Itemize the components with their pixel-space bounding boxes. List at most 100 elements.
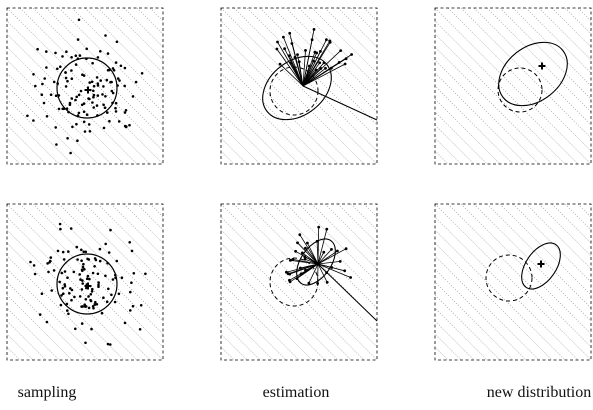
- hatch-line: [280, 204, 436, 360]
- hatch-line: [7, 59, 112, 164]
- hatch-line: [267, 8, 423, 164]
- sample-point: [86, 257, 89, 261]
- selected-point: [283, 47, 286, 51]
- hatch-line: [110, 204, 163, 257]
- sample-point: [131, 304, 135, 308]
- hatch-pattern: [7, 204, 436, 360]
- hatch-line: [7, 137, 34, 164]
- hatch-line: [189, 204, 345, 360]
- sample-point: [95, 303, 99, 306]
- hatch-line: [7, 242, 125, 360]
- sample-point: [116, 77, 120, 80]
- sample-point: [140, 72, 144, 75]
- selected-point: [316, 282, 319, 285]
- sample-point: [85, 113, 89, 116]
- sample-point: [110, 89, 114, 93]
- distribution-circle: [56, 253, 118, 315]
- selected-point: [322, 250, 326, 254]
- hatch-line: [7, 333, 34, 360]
- sample-point: [59, 303, 63, 307]
- sample-point: [102, 296, 105, 300]
- hatch-line: [221, 268, 313, 360]
- selected-point: [275, 47, 279, 51]
- hatch-line: [215, 8, 371, 164]
- sample-point: [49, 93, 53, 96]
- sample-point: [82, 250, 85, 253]
- sample-point: [92, 95, 95, 99]
- step-ray: [302, 67, 326, 87]
- sample-point: [92, 93, 96, 97]
- hatch-line: [520, 8, 593, 164]
- selected-point: [293, 55, 297, 59]
- selected-point: [344, 57, 348, 61]
- sample-point: [95, 76, 99, 79]
- step-ray: [288, 55, 304, 87]
- sample-point: [99, 50, 102, 53]
- caption-new-distribution: new distribution: [486, 384, 592, 401]
- sample-point: [132, 272, 136, 275]
- hatch-line: [7, 46, 125, 164]
- sample-point: [61, 107, 64, 111]
- sample-point: [38, 313, 42, 316]
- hatch-line: [58, 8, 163, 113]
- sample-point: [75, 122, 78, 126]
- estimated-ellipse: [262, 55, 332, 121]
- sample-point: [60, 294, 63, 297]
- hatch-line: [285, 8, 377, 100]
- selected-point: [336, 249, 339, 253]
- selected-point: [318, 61, 322, 65]
- sample-point: [88, 277, 91, 281]
- hatch-line: [259, 204, 377, 322]
- hatch-line: [298, 204, 377, 283]
- sample-point: [85, 286, 88, 290]
- sample-point: [70, 77, 74, 80]
- sample-point: [104, 242, 107, 246]
- selected-point: [307, 281, 311, 285]
- step-ray: [302, 85, 378, 121]
- hatch-line: [350, 8, 377, 35]
- sample-point: [79, 278, 82, 281]
- selected-point: [298, 233, 302, 237]
- hatch-line: [435, 216, 579, 360]
- sample-point: [87, 306, 91, 310]
- sample-point: [84, 305, 88, 308]
- sample-point: [97, 281, 100, 284]
- sample-point: [115, 40, 119, 44]
- selected-point: [297, 60, 301, 64]
- step-ray: [304, 256, 319, 265]
- sample-point: [45, 50, 48, 53]
- sample-point: [96, 94, 100, 97]
- hatch-pattern: [221, 8, 593, 164]
- hatch-line: [435, 59, 540, 164]
- hatch-pattern: [221, 204, 593, 360]
- sample-point: [123, 111, 127, 114]
- hatch-line: [324, 204, 377, 257]
- step-ray: [298, 61, 304, 87]
- hatch-line: [499, 204, 591, 296]
- step-ray: [317, 261, 341, 265]
- hatch-line: [202, 8, 358, 164]
- hatch-line: [507, 204, 593, 360]
- sample-point: [87, 295, 90, 298]
- hatch-line: [7, 33, 138, 164]
- sample-point: [56, 249, 60, 253]
- distribution-circle: [56, 57, 118, 119]
- sample-point: [120, 276, 124, 280]
- hatch-line: [162, 8, 163, 9]
- sample-point: [123, 321, 127, 325]
- mean-marker: [84, 282, 92, 290]
- sample-point: [90, 290, 94, 293]
- step-ray: [299, 234, 319, 265]
- sample-point: [76, 38, 80, 41]
- hatch-line: [564, 8, 591, 35]
- hatch-line: [306, 8, 462, 164]
- hatch-line: [455, 8, 593, 164]
- hatch-pattern: [7, 8, 462, 164]
- sample-point: [64, 85, 68, 88]
- hatch-line: [429, 204, 585, 360]
- sample-point: [128, 241, 131, 244]
- selected-point: [330, 248, 333, 251]
- hatch-line: [221, 242, 339, 360]
- selected-point: [343, 269, 347, 273]
- sample-point: [95, 104, 99, 107]
